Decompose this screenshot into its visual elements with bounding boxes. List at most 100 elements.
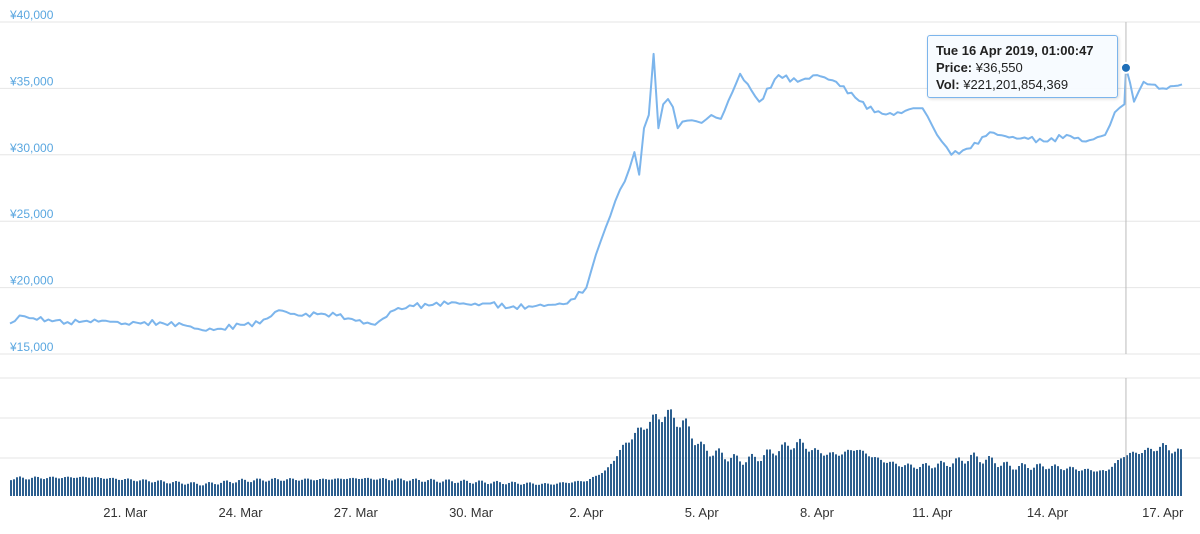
volume-bar [1042,466,1044,496]
volume-bar [190,482,192,496]
volume-bar [73,477,75,496]
volume-bar [370,478,372,496]
volume-bar [904,465,906,496]
hover-marker [1119,61,1132,74]
volume-bar [331,479,333,496]
volume-bar [313,480,315,496]
volume-bar [706,450,708,496]
volume-bar [205,483,207,496]
volume-bar [496,480,498,496]
volume-bar [298,480,300,496]
volume-bar [910,464,912,496]
volume-bar [982,463,984,496]
volume-bar [1129,452,1131,496]
volume-bar [427,480,429,496]
volume-bar [799,438,801,496]
volume-bar [952,463,954,496]
volume-bar [166,483,168,496]
y-tick-label: ¥20,000 [9,274,54,288]
volume-bar [472,483,474,496]
y-tick-label: ¥30,000 [9,141,54,155]
volume-bar [796,442,798,496]
volume-bar [607,467,609,496]
volume-bar [838,455,840,496]
volume-bar [79,476,81,496]
volume-bar [916,468,918,496]
volume-bar [1015,469,1017,496]
volume-bar [586,481,588,496]
volume-bar [595,475,597,496]
volume-bar [1078,471,1080,496]
volume-bar [868,456,870,496]
volume-bar [193,482,195,496]
volume-bar [382,478,384,496]
volume-bar [775,455,777,496]
volume-bar [865,453,867,496]
volume-bar [685,418,687,496]
volume-bar [241,478,243,496]
volume-bar [691,438,693,496]
volume-bar [391,480,393,496]
volume-bar [223,480,225,496]
volume-bar [376,479,378,496]
volume-bar [1180,449,1182,496]
tooltip-vol-row: Vol: ¥221,201,854,369 [936,76,1109,93]
x-tick-label: 2. Apr [569,505,604,520]
volume-bar [28,479,30,496]
volume-bar [568,483,570,496]
y-tick-label: ¥35,000 [9,74,54,88]
volume-bar [541,483,543,496]
tooltip-price-value: ¥36,550 [975,60,1023,75]
volume-bar [250,482,252,496]
volume-bar [124,479,126,496]
volume-bar [646,428,648,496]
volume-bar [262,480,264,496]
volume-bar [466,480,468,496]
volume-bar [772,453,774,496]
volume-bar [118,479,120,496]
volume-bar [1030,469,1032,496]
volume-bar [94,477,96,496]
volume-bar [745,462,747,496]
volume-bar [577,480,579,496]
volume-bar [1060,469,1062,496]
volume-bar [1075,469,1077,496]
volume-bar [715,450,717,496]
volume-bar [589,478,591,496]
volume-bar [631,439,633,496]
volume-bar [742,464,744,496]
volume-bar [1135,452,1137,496]
tooltip-price-row: Price: ¥36,550 [936,59,1109,76]
volume-bar [325,479,327,496]
volume-bar [898,466,900,496]
x-tick-label: 17. Apr [1142,505,1184,520]
volume-bar [1102,470,1104,496]
volume-bar [439,482,441,496]
volume-bar [163,481,165,496]
volume-bar [1066,468,1068,496]
volume-bar [31,477,33,496]
volume-bar [1165,444,1167,496]
volume-bar [883,462,885,496]
volume-bar [922,463,924,496]
volume-bar [457,482,459,496]
volume-bar [604,470,606,496]
volume-bar [10,480,12,496]
volume-bar [172,482,174,496]
volume-bar [112,477,114,496]
volume-bar [1120,458,1122,496]
volume-bar [679,427,681,496]
volume-bar [322,478,324,496]
volume-bar [658,419,660,496]
volume-bar [673,417,675,496]
volume-bar [295,480,297,496]
volume-bar [1174,451,1176,496]
volume-bar [184,484,186,496]
volume-bar [955,458,957,496]
volume-bar [514,482,516,496]
volume-bar [403,480,405,496]
price-line-group [9,52,1183,332]
volume-bar [67,476,69,496]
